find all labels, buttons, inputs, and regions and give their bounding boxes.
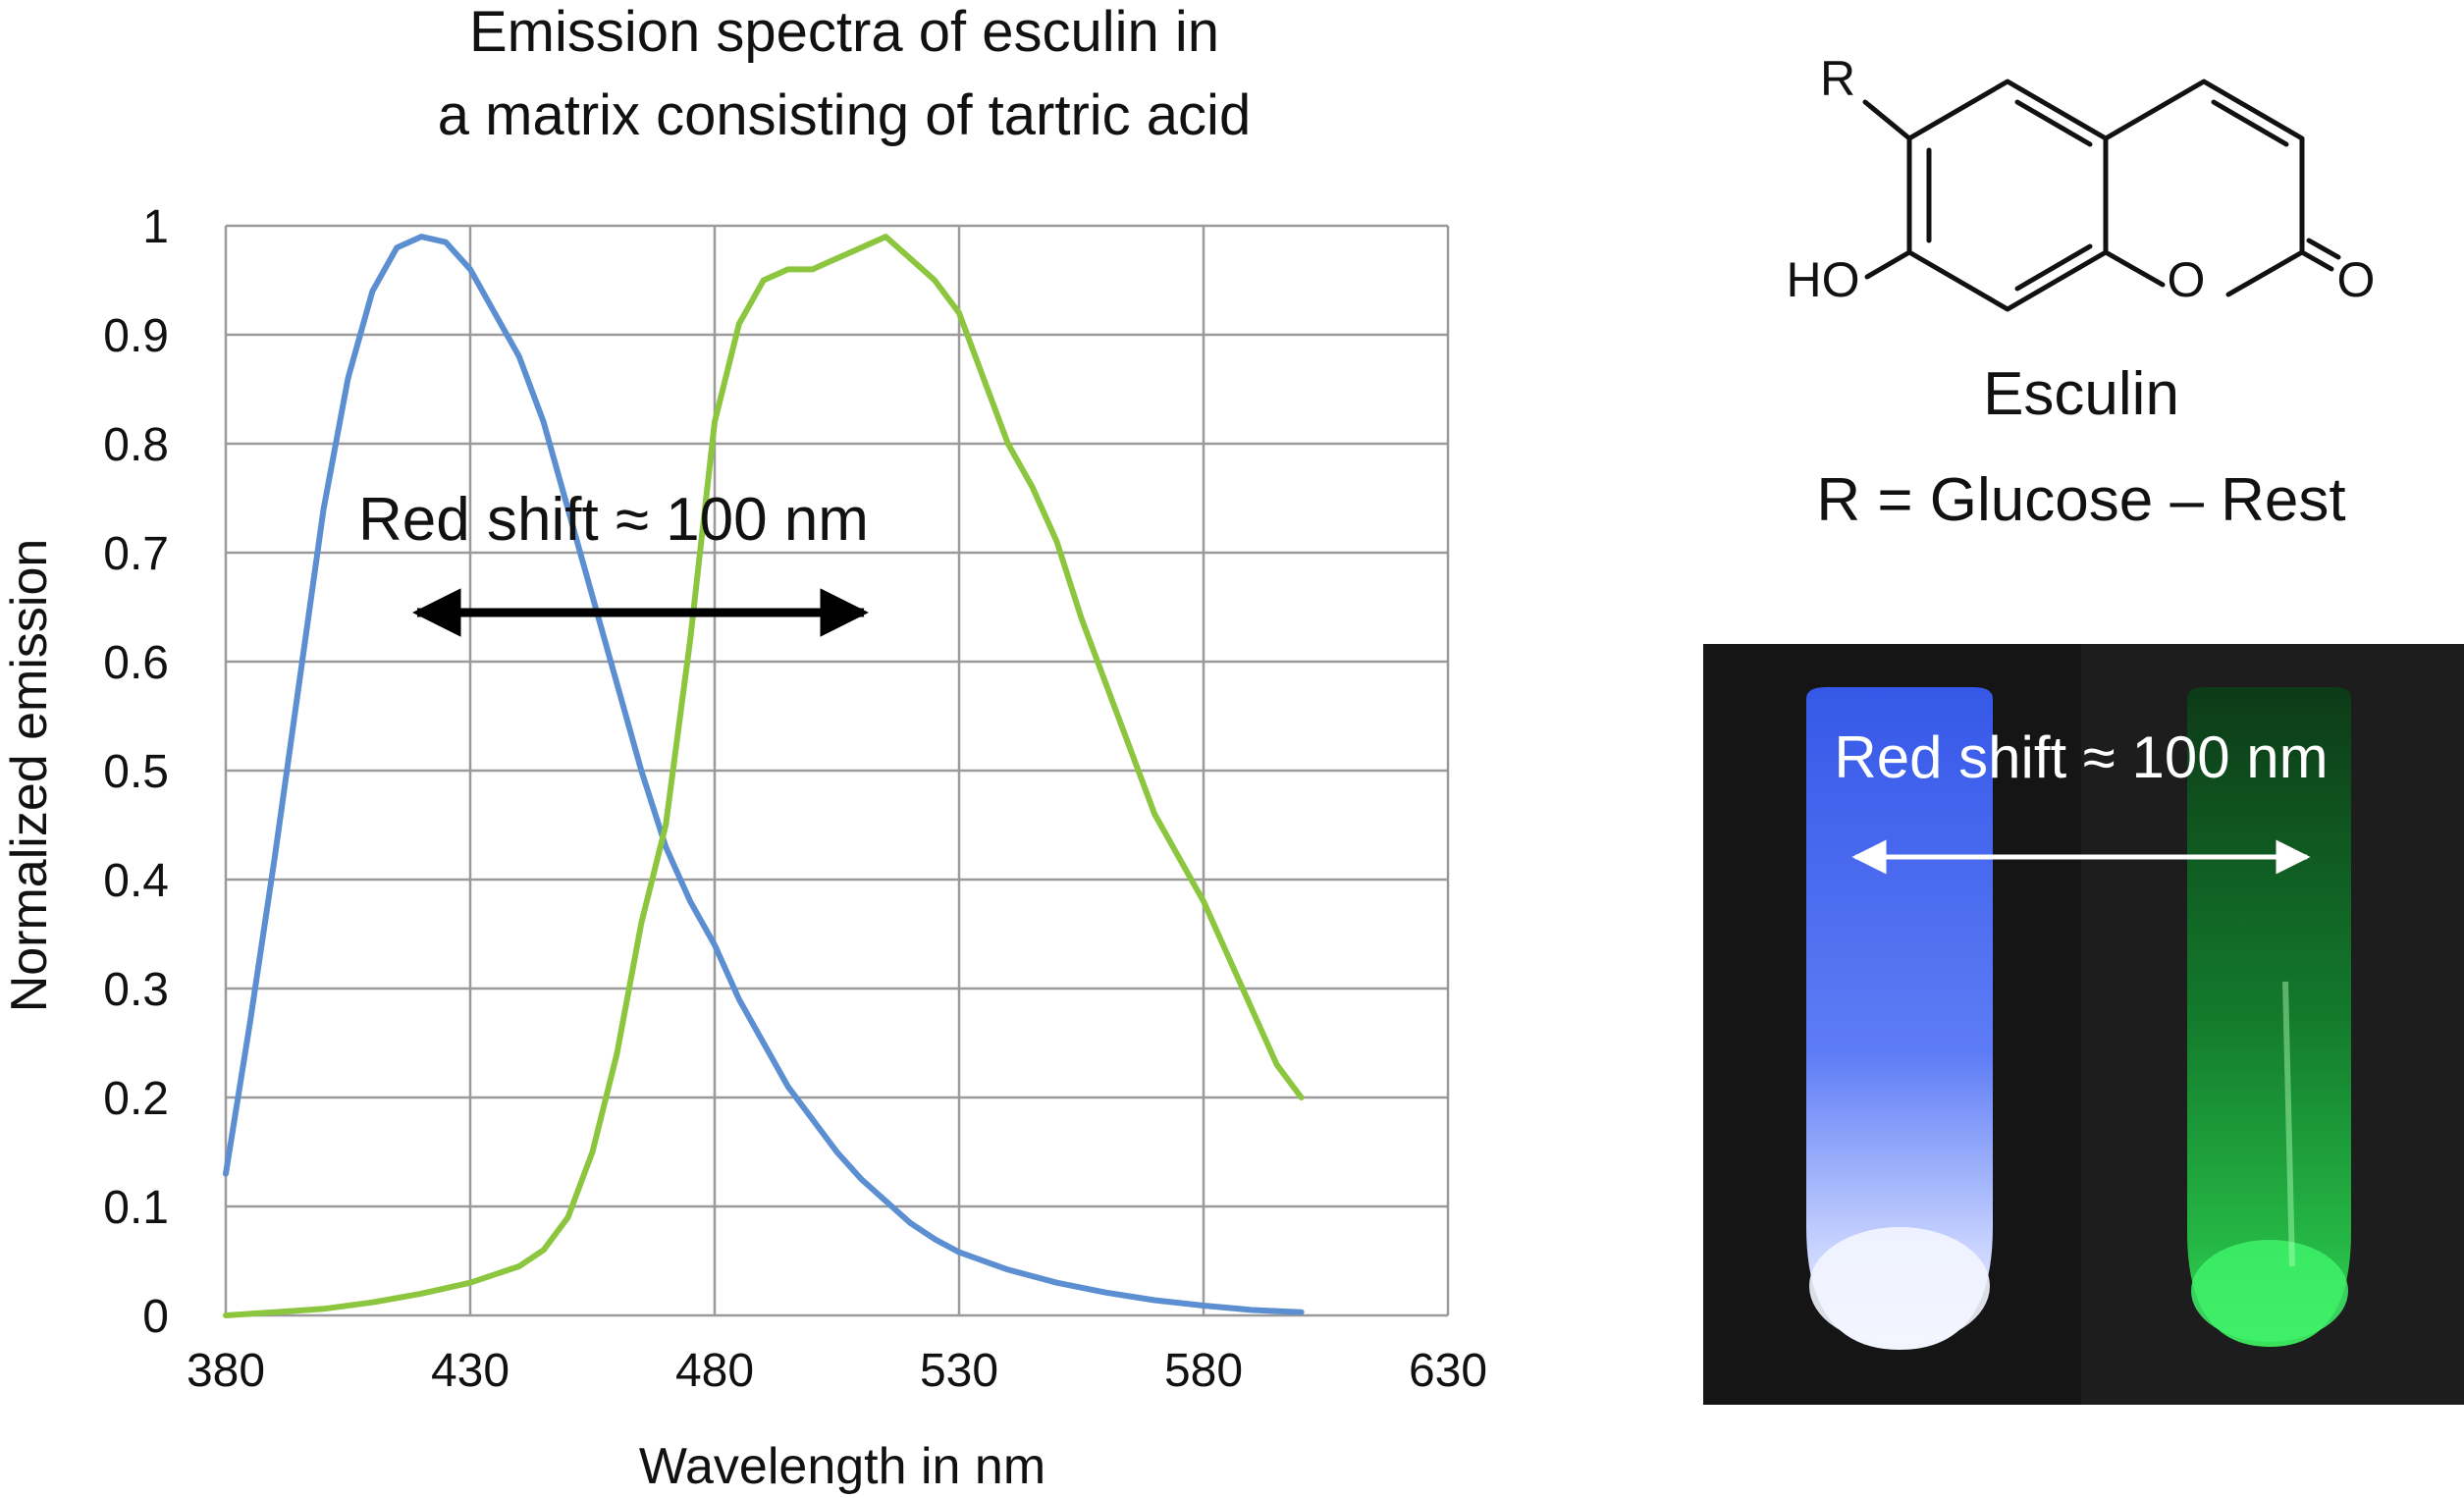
y-tick-label: 0 [142, 1291, 169, 1343]
ring-oxygen-label: O [2168, 252, 2206, 307]
photo-annotation: Red shift ≈ 100 nm [1834, 724, 2328, 790]
y-tick-label: 0.9 [103, 310, 169, 362]
x-tick-label: 480 [675, 1345, 754, 1397]
pyrone-bond [2103, 249, 2166, 288]
x-tick-label: 580 [1164, 1345, 1243, 1397]
r-bond [1862, 99, 1912, 141]
y-tick-label: 0.2 [103, 1073, 169, 1125]
chart-annotation: Red shift ≈ 100 nm [358, 486, 869, 554]
x-tick-labels: 380 430 480 530 580 630 [187, 1345, 1487, 1397]
test-tube-photo: Red shift ≈ 100 nm [1703, 644, 2464, 1405]
carbonyl-bond [2306, 238, 2341, 260]
x-tick-label: 530 [920, 1345, 998, 1397]
chart-grid [224, 224, 1450, 1317]
x-axis-label: Wavelength in nm [639, 1438, 1045, 1495]
substituent-label: R [1820, 51, 1855, 106]
y-tick-label: 0.6 [103, 637, 169, 689]
carbonyl-oxygen-label: O [2337, 252, 2376, 307]
benzene-inner-bond [2014, 243, 2093, 292]
green-tube-streak [2282, 981, 2295, 1267]
chart-subtitle: a matrix consisting of tartric acid [438, 83, 1251, 147]
structure-labels: R HO O O Esculin R = Glucose – Rest [1787, 51, 2376, 534]
y-tick-label: 0.4 [103, 855, 169, 907]
y-tick-label: 0.5 [103, 746, 169, 798]
x-tick-label: 380 [187, 1345, 265, 1397]
y-tick-label: 1 [142, 201, 169, 253]
hydroxyl-bond [1864, 249, 1912, 280]
x-tick-label: 430 [431, 1345, 509, 1397]
chart-series [223, 234, 1305, 1318]
y-tick-label: 0.7 [103, 528, 169, 580]
chart: Emission spectra of esculin in a matrix … [1, 0, 1487, 1495]
y-tick-label: 0.1 [103, 1182, 169, 1234]
pyrone-ring [2103, 79, 2305, 297]
y-tick-labels: 0 0.1 0.2 0.3 0.4 0.5 0.6 0.7 0.8 0.9 1 [103, 201, 169, 1343]
hydroxyl-label: HO [1787, 252, 1860, 307]
compound-name: Esculin [1983, 360, 2179, 428]
y-tick-label: 0.8 [103, 419, 169, 471]
y-axis-label: Normalized emission [1, 539, 58, 1013]
esculin-structure [1862, 79, 2341, 312]
chart-title: Emission spectra of esculin in [469, 0, 1219, 64]
substituent-definition: R = Glucose – Rest [1816, 466, 2345, 534]
blue-tube-glow [1809, 1227, 1990, 1345]
benzene-ring [1906, 79, 2109, 312]
benzene-inner-bond [2014, 99, 2093, 147]
series-line-2 [223, 234, 1305, 1318]
pyrone-double-bond [2211, 99, 2289, 147]
series-line-1 [223, 234, 1305, 1315]
x-tick-label: 630 [1409, 1345, 1487, 1397]
carbonyl-bond [2299, 249, 2334, 272]
y-tick-label: 0.3 [103, 964, 169, 1016]
green-tube-glow [2191, 1240, 2348, 1342]
